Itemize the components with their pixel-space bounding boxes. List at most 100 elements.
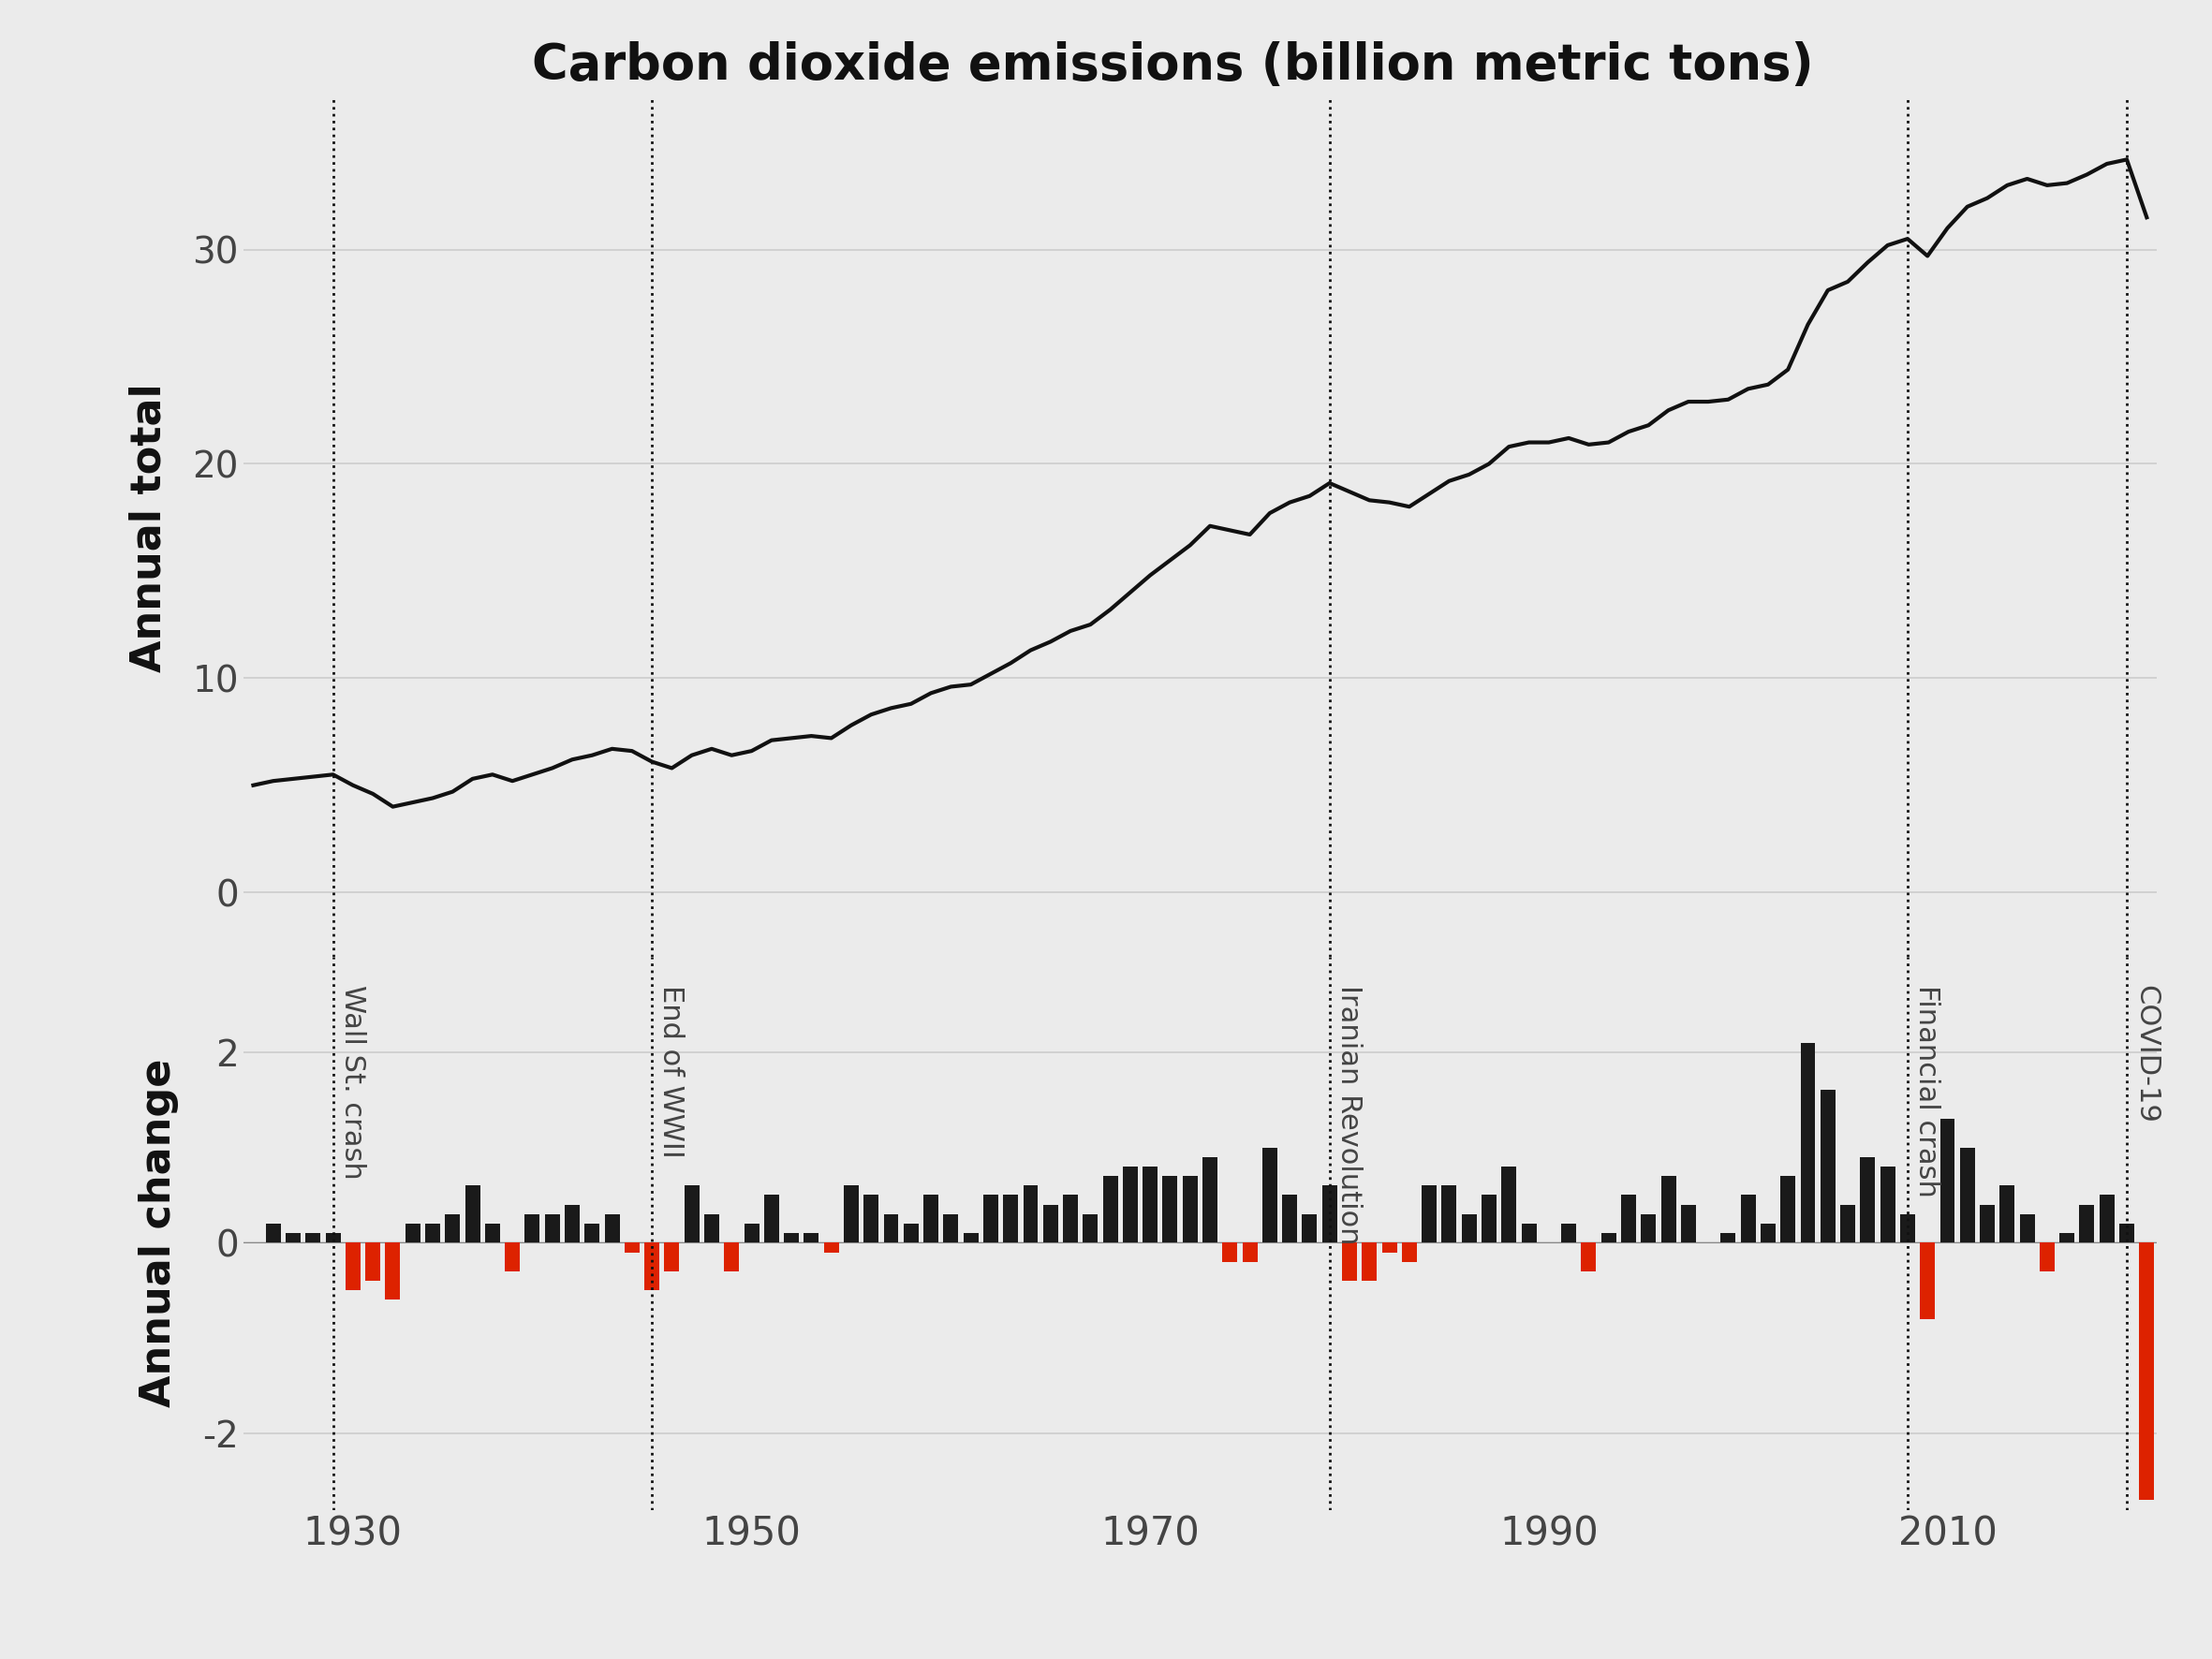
Bar: [2119, 1224, 2135, 1243]
Bar: [1263, 1148, 1276, 1243]
Bar: [1243, 1243, 1256, 1262]
Bar: [1223, 1243, 1237, 1262]
Bar: [1761, 1224, 1776, 1243]
Bar: [1124, 1166, 1137, 1243]
Bar: [445, 1214, 460, 1243]
Bar: [984, 1194, 998, 1243]
Bar: [1562, 1224, 1577, 1243]
Bar: [584, 1224, 599, 1243]
Bar: [1621, 1194, 1637, 1243]
Bar: [1323, 1186, 1336, 1243]
Bar: [803, 1233, 818, 1243]
Bar: [1004, 1194, 1018, 1243]
Bar: [1064, 1194, 1077, 1243]
Bar: [1641, 1214, 1657, 1243]
Bar: [783, 1233, 799, 1243]
Bar: [285, 1233, 301, 1243]
Bar: [644, 1243, 659, 1291]
Bar: [1601, 1233, 1617, 1243]
Bar: [1084, 1214, 1097, 1243]
Bar: [265, 1224, 281, 1243]
Bar: [1144, 1166, 1157, 1243]
Bar: [664, 1243, 679, 1271]
Bar: [1980, 1204, 1995, 1243]
Bar: [1044, 1204, 1057, 1243]
Bar: [1502, 1166, 1517, 1243]
Bar: [564, 1204, 580, 1243]
Y-axis label: Annual change: Annual change: [139, 1058, 179, 1407]
Bar: [465, 1186, 480, 1243]
Bar: [1104, 1176, 1117, 1243]
Bar: [1900, 1214, 1916, 1243]
Bar: [883, 1214, 898, 1243]
Bar: [1781, 1176, 1796, 1243]
Bar: [405, 1224, 420, 1243]
Bar: [823, 1243, 838, 1253]
Bar: [1741, 1194, 1756, 1243]
Bar: [1681, 1204, 1697, 1243]
Bar: [1442, 1186, 1458, 1243]
Bar: [723, 1243, 739, 1271]
Bar: [524, 1214, 540, 1243]
Bar: [1960, 1148, 1975, 1243]
Bar: [1661, 1176, 1677, 1243]
Text: COVID-19: COVID-19: [2132, 985, 2159, 1123]
Bar: [964, 1233, 978, 1243]
Bar: [863, 1194, 878, 1243]
Bar: [1582, 1243, 1597, 1271]
Bar: [902, 1224, 918, 1243]
Bar: [2039, 1243, 2055, 1271]
Bar: [1860, 1156, 1876, 1243]
Bar: [942, 1214, 958, 1243]
Bar: [1522, 1224, 1537, 1243]
Text: Wall St. crash: Wall St. crash: [338, 985, 367, 1180]
Bar: [425, 1224, 440, 1243]
Bar: [1203, 1156, 1217, 1243]
Bar: [1721, 1233, 1736, 1243]
Bar: [1801, 1042, 1816, 1243]
Text: Financial crash: Financial crash: [1913, 985, 1940, 1198]
Bar: [1183, 1176, 1197, 1243]
Bar: [1880, 1166, 1896, 1243]
Bar: [1283, 1194, 1296, 1243]
Bar: [484, 1224, 500, 1243]
Bar: [2020, 1214, 2035, 1243]
Bar: [1820, 1090, 1836, 1243]
Bar: [922, 1194, 938, 1243]
Bar: [325, 1233, 341, 1243]
Bar: [2139, 1243, 2154, 1500]
Bar: [2099, 1194, 2115, 1243]
Bar: [624, 1243, 639, 1253]
Bar: [1024, 1186, 1037, 1243]
Text: Carbon dioxide emissions (billion metric tons): Carbon dioxide emissions (billion metric…: [531, 41, 1814, 90]
Bar: [684, 1186, 699, 1243]
Bar: [544, 1214, 560, 1243]
Bar: [1940, 1118, 1955, 1243]
Text: Iranian Revolution: Iranian Revolution: [1336, 985, 1363, 1246]
Bar: [1422, 1186, 1436, 1243]
Bar: [1920, 1243, 1936, 1319]
Bar: [305, 1233, 321, 1243]
Text: End of WWII: End of WWII: [657, 985, 686, 1158]
Bar: [1303, 1214, 1316, 1243]
Bar: [2000, 1186, 2015, 1243]
Bar: [743, 1224, 759, 1243]
Y-axis label: Annual total: Annual total: [128, 383, 168, 672]
Bar: [365, 1243, 380, 1281]
Bar: [1382, 1243, 1396, 1253]
Bar: [385, 1243, 400, 1301]
Bar: [843, 1186, 858, 1243]
Bar: [1343, 1243, 1356, 1281]
Bar: [345, 1243, 361, 1291]
Bar: [703, 1214, 719, 1243]
Bar: [1462, 1214, 1478, 1243]
Bar: [1363, 1243, 1376, 1281]
Bar: [763, 1194, 779, 1243]
Bar: [504, 1243, 520, 1271]
Bar: [1402, 1243, 1416, 1262]
Bar: [1840, 1204, 1856, 1243]
Bar: [1164, 1176, 1177, 1243]
Bar: [2079, 1204, 2095, 1243]
Bar: [1482, 1194, 1498, 1243]
Bar: [2059, 1233, 2075, 1243]
